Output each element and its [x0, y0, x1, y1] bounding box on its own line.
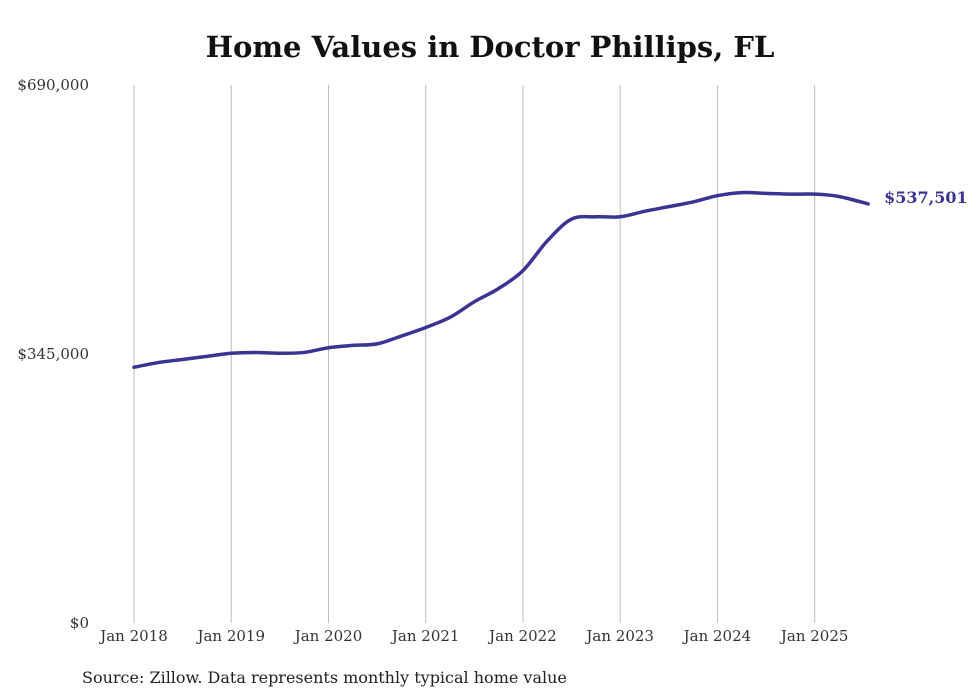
data-labels: $537,501 — [884, 188, 968, 207]
series-layer — [132, 190, 870, 370]
y-tick-label: $0 — [70, 614, 89, 632]
x-tick-label: Jan 2021 — [390, 627, 460, 645]
y-tick-label: $690,000 — [17, 76, 89, 94]
x-tick-label: Jan 2018 — [98, 627, 168, 645]
y-axis-ticks: $0 $345,000 $690,000 — [17, 76, 89, 632]
x-tick-label: Jan 2025 — [779, 627, 849, 645]
x-tick-label: Jan 2024 — [682, 627, 752, 645]
series-line-0 — [132, 190, 870, 370]
source-note: Source: Zillow. Data represents monthly … — [82, 668, 567, 687]
y-tick-label: $345,000 — [17, 345, 89, 363]
end-value-label: $537,501 — [884, 188, 968, 207]
x-tick-label: Jan 2019 — [195, 627, 265, 645]
x-tick-label: Jan 2020 — [293, 627, 363, 645]
x-tick-label: Jan 2022 — [487, 627, 557, 645]
x-axis-ticks: Jan 2018 Jan 2019 Jan 2020 Jan 2021 Jan 2022… — [98, 627, 848, 645]
chart-title: Home Values in Doctor Phillips, FL — [205, 30, 775, 64]
x-tick-label: Jan 2023 — [584, 627, 654, 645]
